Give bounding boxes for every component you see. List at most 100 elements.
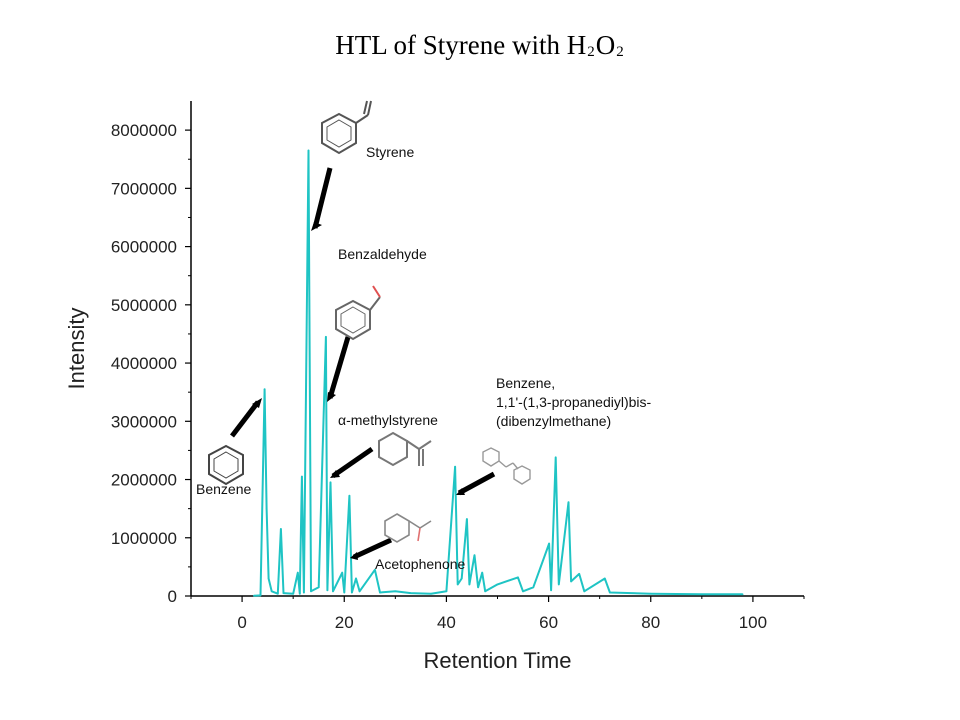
data-point	[332, 590, 334, 593]
label-acetophenone: Acetophenone	[375, 556, 466, 572]
data-point	[265, 507, 268, 510]
arrow-benzaldehyde	[327, 336, 351, 399]
series-trace	[253, 149, 744, 597]
y-tick-label: 5000000	[111, 296, 177, 315]
data-point	[456, 583, 459, 586]
label-benzaldehyde: Benzaldehyde	[338, 246, 427, 262]
data-point	[604, 577, 606, 580]
label-dibenzylmethane-3: (dibenzylmethane)	[496, 413, 611, 429]
data-point	[358, 590, 361, 593]
data-point	[280, 528, 282, 530]
data-point	[317, 586, 320, 589]
y-tick-label: 8000000	[111, 121, 177, 140]
styrene-structure	[321, 100, 372, 155]
data-point	[650, 592, 652, 595]
data-point	[468, 583, 471, 586]
data-point	[329, 481, 332, 484]
data-point	[567, 501, 570, 504]
data-point	[270, 590, 273, 593]
y-tick-label: 7000000	[111, 179, 177, 198]
data-point	[277, 592, 279, 595]
arrowhead	[456, 488, 465, 495]
y-tick-label: 6000000	[111, 238, 177, 257]
x-tick-label: 60	[539, 613, 558, 632]
y-tick-label: 2000000	[111, 471, 177, 490]
x-tick-label: 20	[335, 613, 354, 632]
arrow-methylstyrene	[331, 446, 374, 479]
y-tick-label: 0	[168, 587, 177, 606]
data-point	[297, 571, 299, 574]
data-point	[301, 475, 303, 478]
label-dibenzylmethane-2: 1,1'-(1,3-propanediyl)bis-	[496, 394, 652, 410]
chromatogram-line	[253, 149, 743, 597]
data-point	[517, 576, 519, 579]
data-point	[558, 583, 560, 586]
data-point	[532, 586, 535, 589]
data-point	[522, 590, 524, 593]
data-point	[583, 590, 586, 593]
data-point	[303, 591, 305, 594]
arrow-acetophenone	[352, 537, 393, 560]
data-point	[460, 577, 463, 580]
data-point	[292, 592, 295, 595]
data-point	[299, 592, 301, 595]
data-point	[259, 594, 262, 597]
data-point	[477, 586, 479, 589]
data-point	[454, 465, 456, 468]
annotations: Styrene Benzaldehyde α-methylstyrene Ben…	[196, 100, 652, 572]
acetophenone-structure	[384, 513, 432, 543]
arrowhead	[330, 470, 340, 478]
data-point	[484, 590, 487, 593]
label-methylstyrene: α-methylstyrene	[338, 412, 438, 428]
x-axis-title: Retention Time	[424, 648, 572, 673]
data-point	[394, 590, 397, 593]
data-point	[554, 456, 557, 459]
label-benzene: Benzene	[196, 481, 251, 497]
x-tick-label: 40	[437, 613, 456, 632]
benzaldehyde-structure	[335, 285, 381, 341]
arrowhead	[350, 552, 358, 560]
y-tick-label: 4000000	[111, 354, 177, 373]
data-point	[609, 591, 611, 594]
data-point	[409, 592, 412, 594]
data-point	[473, 554, 476, 556]
data-point	[282, 592, 285, 594]
label-dibenzylmethane-1: Benzene,	[496, 375, 555, 391]
data-point	[326, 589, 329, 591]
data-point	[348, 495, 351, 497]
data-point	[578, 573, 580, 575]
arrow-styrene	[312, 167, 333, 229]
axes: 0 1000000 2000000 3000000 4000000 5000000 6000…	[64, 101, 805, 673]
data-point	[263, 388, 266, 391]
x-tick-label: 100	[739, 613, 767, 632]
x-tick-label: 80	[641, 613, 660, 632]
data-point	[374, 569, 376, 571]
data-point	[325, 336, 327, 338]
arrowhead	[252, 398, 262, 408]
data-point	[548, 542, 550, 545]
data-point	[481, 571, 484, 574]
data-point	[341, 571, 344, 574]
y-tick-label: 1000000	[111, 529, 177, 548]
data-point	[701, 593, 703, 596]
data-point	[466, 518, 468, 520]
data-point	[267, 577, 270, 580]
data-point	[550, 589, 552, 591]
arrow-benzene	[230, 400, 260, 438]
data-point	[310, 590, 312, 593]
title-text: HTL of Styrene with H	[335, 30, 587, 60]
chart-title: HTL of Styrene with H2O2	[0, 30, 960, 61]
data-point	[741, 593, 744, 596]
data-point	[307, 149, 310, 152]
arrowhead	[327, 392, 336, 402]
benzene-structure	[208, 444, 244, 486]
title-text-o: O	[595, 30, 616, 60]
data-point	[379, 591, 381, 594]
y-axis-title: Intensity	[64, 308, 89, 390]
data-point	[253, 594, 255, 597]
data-point	[355, 577, 357, 580]
x-tick-label: 0	[237, 613, 246, 632]
arrowhead	[311, 222, 322, 231]
data-point	[445, 590, 448, 593]
